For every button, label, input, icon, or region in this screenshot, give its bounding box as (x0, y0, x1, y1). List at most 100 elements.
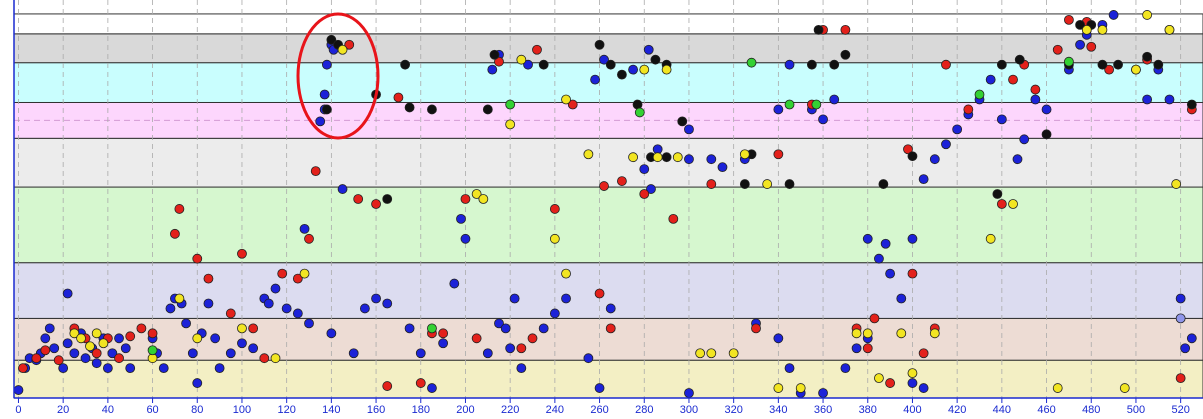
point (929, 154, 940, 165)
point (684, 124, 694, 135)
point (299, 268, 310, 279)
point (874, 373, 884, 384)
point (516, 54, 527, 65)
x-tick-label: 40 (102, 404, 114, 416)
point (818, 388, 828, 398)
point (862, 343, 873, 354)
point (85, 341, 95, 352)
point (985, 74, 996, 85)
point (527, 333, 538, 344)
point (599, 54, 609, 65)
point (292, 273, 303, 284)
point (594, 39, 605, 50)
point (561, 268, 571, 279)
point (907, 151, 918, 162)
point (952, 124, 963, 135)
point (974, 89, 985, 100)
point (53, 355, 64, 366)
point (319, 89, 330, 100)
point (677, 116, 688, 127)
bands (13, 13, 1203, 399)
point (549, 308, 560, 319)
point (371, 293, 381, 304)
point (1164, 24, 1175, 35)
point (13, 385, 24, 395)
point (773, 333, 784, 344)
point (684, 388, 694, 398)
point (594, 383, 605, 393)
point (746, 57, 757, 68)
point (1104, 64, 1115, 75)
point (661, 152, 672, 163)
x-tick-label: 360 (814, 404, 832, 416)
point (270, 353, 281, 364)
point (992, 189, 1003, 199)
point (684, 154, 694, 165)
point (1186, 333, 1197, 344)
point (471, 333, 482, 344)
point (523, 59, 533, 70)
point (728, 348, 739, 359)
point (181, 318, 191, 329)
point (1108, 10, 1119, 20)
point (1119, 383, 1130, 393)
point (1153, 59, 1164, 70)
point (929, 328, 940, 339)
point (505, 99, 516, 110)
point (125, 331, 136, 342)
point (1052, 44, 1063, 55)
x-tick-label: 140 (322, 404, 340, 416)
point (91, 328, 102, 339)
point (869, 313, 880, 324)
point (382, 381, 393, 391)
point (941, 59, 951, 70)
point (353, 194, 364, 204)
point (650, 54, 661, 65)
point (18, 363, 28, 374)
x-tick-label: 60 (146, 404, 158, 416)
x-tick-label: 400 (903, 404, 921, 416)
point (1019, 134, 1030, 145)
point (1041, 129, 1052, 140)
point (643, 44, 654, 55)
point (136, 323, 147, 334)
point (1081, 24, 1092, 35)
point (500, 323, 511, 334)
point (583, 353, 594, 364)
point (482, 348, 493, 359)
point (1030, 94, 1041, 105)
point (1171, 179, 1182, 189)
point (321, 59, 332, 70)
point (1131, 64, 1141, 75)
point (415, 348, 426, 359)
point (706, 154, 717, 165)
point (811, 99, 822, 110)
point (751, 323, 761, 334)
point (259, 353, 270, 364)
point (1052, 383, 1063, 393)
point (739, 149, 750, 160)
point (1086, 41, 1097, 52)
point (415, 378, 426, 388)
point (862, 233, 873, 244)
point (147, 345, 158, 356)
point (851, 343, 862, 354)
point (695, 348, 706, 359)
band (13, 186, 1203, 264)
point (203, 298, 214, 309)
x-tick-label: 380 (859, 404, 877, 416)
point (1175, 293, 1186, 304)
point (829, 59, 840, 70)
point (1075, 19, 1085, 30)
point (494, 318, 504, 329)
point (49, 343, 60, 354)
point (91, 358, 102, 369)
point (58, 363, 69, 374)
point (941, 139, 951, 150)
point (907, 378, 918, 388)
point (617, 176, 627, 186)
band (13, 359, 1203, 399)
point (478, 194, 489, 204)
point (561, 293, 571, 304)
